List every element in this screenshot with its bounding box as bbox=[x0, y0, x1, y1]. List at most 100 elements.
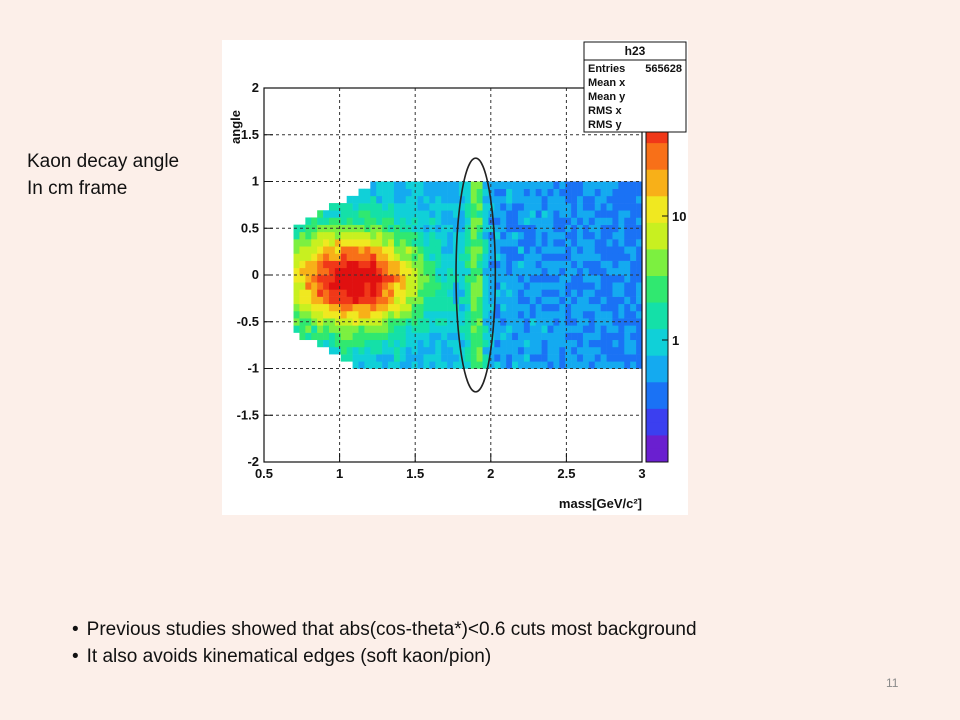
heatmap-cell bbox=[447, 275, 454, 283]
heatmap-cell bbox=[441, 275, 448, 283]
heatmap-cell bbox=[618, 325, 625, 333]
heatmap-cell bbox=[305, 332, 312, 341]
heatmap-cell bbox=[293, 253, 300, 261]
heatmap-cell bbox=[323, 332, 330, 341]
heatmap-cell bbox=[571, 346, 578, 355]
heatmap-cell bbox=[376, 282, 383, 290]
heatmap-cell bbox=[535, 275, 542, 283]
heatmap-cell bbox=[405, 289, 412, 297]
heatmap-cell bbox=[447, 231, 454, 240]
heatmap-cell bbox=[588, 318, 596, 326]
heatmap-cell bbox=[447, 267, 454, 276]
heatmap-cell bbox=[517, 310, 525, 319]
color-scale-step bbox=[646, 329, 668, 343]
heatmap-cell bbox=[529, 296, 536, 305]
heatmap-cell bbox=[393, 246, 401, 254]
heatmap-cell bbox=[600, 339, 607, 348]
heatmap-cell bbox=[612, 188, 619, 197]
heatmap-cell bbox=[588, 332, 596, 341]
heatmap-cell bbox=[618, 231, 625, 240]
heatmap-cell bbox=[594, 246, 601, 254]
heatmap-cell bbox=[547, 188, 554, 197]
heatmap-cell bbox=[364, 267, 371, 276]
heatmap-cell bbox=[618, 246, 625, 254]
heatmap-cell bbox=[435, 339, 442, 348]
heatmap-cell bbox=[523, 195, 531, 204]
heatmap-cell bbox=[305, 296, 312, 305]
heatmap-cell bbox=[346, 289, 353, 297]
heatmap-cell bbox=[328, 217, 336, 225]
heatmap-cell bbox=[470, 303, 477, 312]
heatmap-cell bbox=[630, 318, 637, 326]
heatmap-cell bbox=[328, 282, 336, 290]
heatmap-cell bbox=[311, 239, 318, 247]
heatmap-cell bbox=[565, 303, 572, 312]
heatmap-cell bbox=[523, 303, 531, 312]
heatmap-cell bbox=[529, 253, 536, 261]
heatmap-cell bbox=[364, 239, 371, 247]
heatmap-cell bbox=[423, 354, 430, 362]
heatmap-cell bbox=[618, 296, 625, 305]
heatmap-cell bbox=[506, 289, 513, 297]
heatmap-cell bbox=[334, 210, 342, 218]
heatmap-cell bbox=[370, 246, 377, 254]
heatmap-cell bbox=[405, 303, 412, 312]
heatmap-cell bbox=[388, 346, 395, 355]
heatmap-cell bbox=[582, 332, 590, 341]
heatmap-cell bbox=[506, 181, 513, 189]
heatmap-cell bbox=[512, 282, 519, 290]
heatmap-cell bbox=[447, 303, 454, 312]
heatmap-cell bbox=[529, 332, 536, 341]
heatmap-cell bbox=[399, 332, 407, 341]
heatmap-cell bbox=[488, 195, 495, 204]
heatmap-cell bbox=[565, 246, 572, 254]
heatmap-cell bbox=[606, 318, 613, 326]
heatmap-cell bbox=[458, 339, 466, 348]
heatmap-cell bbox=[388, 203, 395, 211]
heatmap-cell bbox=[340, 303, 347, 312]
heatmap-cell bbox=[441, 346, 448, 355]
heatmap-cell bbox=[405, 310, 412, 319]
heatmap-cell bbox=[582, 354, 590, 362]
heatmap-cell bbox=[328, 231, 336, 240]
heatmap-cell bbox=[340, 325, 347, 333]
heatmap-cell bbox=[317, 325, 324, 333]
heatmap-cell bbox=[506, 275, 513, 283]
heatmap-cell bbox=[594, 282, 601, 290]
heatmap-cell bbox=[606, 267, 613, 276]
heatmap-cell bbox=[299, 231, 306, 240]
heatmap-cell bbox=[612, 203, 619, 211]
heatmap-cell bbox=[293, 325, 300, 333]
heatmap-cell bbox=[624, 361, 631, 369]
heatmap-cell bbox=[317, 310, 324, 319]
heatmap-cell bbox=[523, 267, 531, 276]
heatmap-cell bbox=[588, 181, 596, 189]
axes: 0.5 1 1.5 2 2.5 3 -2 -1.5 -1 -0.5 0 0.5 1 1.5 2 mass[Ge… bbox=[228, 80, 646, 511]
heatmap-cell bbox=[464, 339, 472, 348]
heatmap-cell bbox=[512, 303, 519, 312]
heatmap-cell bbox=[464, 289, 472, 297]
heatmap-cell bbox=[346, 325, 353, 333]
heatmap-cell bbox=[382, 296, 389, 305]
heatmap-cell bbox=[382, 310, 389, 319]
heatmap-cell bbox=[636, 246, 643, 254]
heatmap-cell bbox=[370, 332, 377, 341]
heatmap-cell bbox=[517, 253, 525, 261]
heatmap-cell bbox=[582, 188, 590, 197]
heatmap-cell bbox=[565, 346, 572, 355]
heatmap-cell bbox=[547, 346, 554, 355]
heatmap-cell bbox=[435, 195, 442, 204]
heatmap-cell bbox=[323, 210, 330, 218]
heatmap-cell bbox=[364, 246, 371, 254]
heatmap-cell bbox=[470, 275, 477, 283]
heatmap-cell bbox=[535, 354, 542, 362]
heatmap-cell bbox=[517, 282, 525, 290]
heatmap-cell bbox=[500, 239, 507, 247]
heatmap-cell bbox=[588, 260, 596, 269]
heatmap-cell bbox=[305, 282, 312, 290]
heatmap-cell bbox=[541, 253, 548, 261]
heatmap-cell bbox=[352, 231, 359, 240]
heatmap-cell bbox=[523, 289, 531, 297]
heatmap-cell bbox=[323, 303, 330, 312]
heatmap-cell bbox=[618, 275, 625, 283]
